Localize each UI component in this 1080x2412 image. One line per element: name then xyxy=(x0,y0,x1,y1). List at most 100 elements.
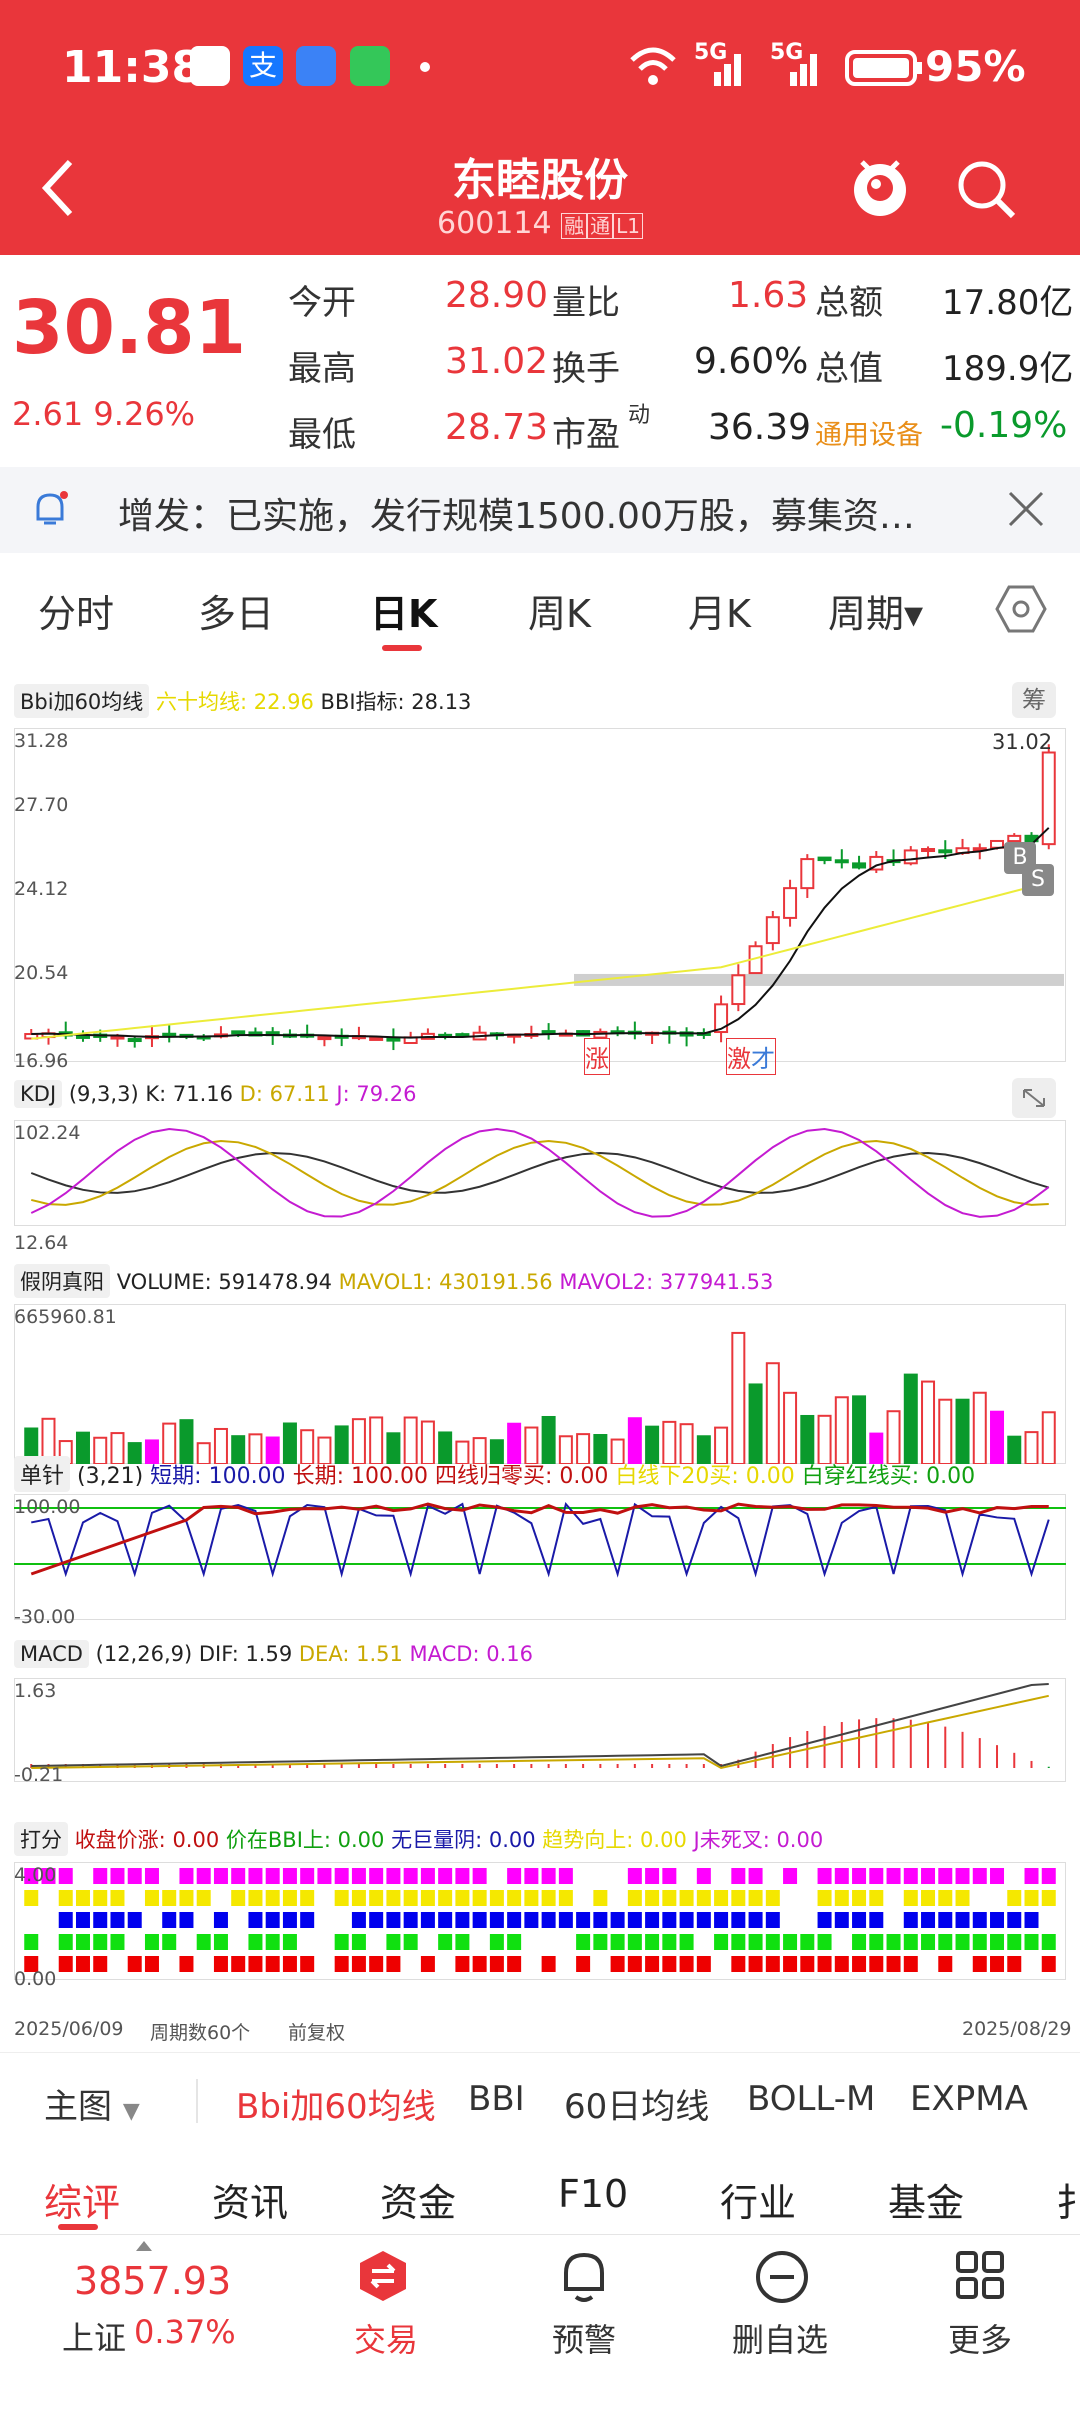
kdj-header: KDJ (9,3,3) K: 71.16 D: 67.11 J: 79.26 xyxy=(14,1080,416,1108)
main-tab-ma60[interactable]: 60日均线 xyxy=(564,2087,710,2127)
tmall-icon xyxy=(296,46,336,86)
score-block xyxy=(300,1868,315,1884)
sec-tab-f10[interactable]: F10 xyxy=(558,2172,629,2216)
expand-icon[interactable] xyxy=(1012,1078,1056,1118)
score-block xyxy=(869,1890,884,1906)
turnover-label: 换手 xyxy=(552,349,620,389)
candle-body xyxy=(369,1036,384,1041)
limit-up-tag[interactable]: 涨 xyxy=(584,1038,610,1075)
candlestick-chart[interactable] xyxy=(14,728,1066,1062)
resistance-band xyxy=(574,973,1064,986)
score-block xyxy=(386,1956,401,1972)
candle-body xyxy=(938,849,953,854)
tab-monthly-k[interactable]: 月K xyxy=(688,592,751,636)
panel-frame xyxy=(14,1862,1066,1980)
nav-alert[interactable]: 预警 xyxy=(552,2321,617,2359)
nav-more[interactable]: 更多 xyxy=(948,2321,1013,2359)
nav-trade[interactable]: 交易 xyxy=(354,2321,419,2359)
score-block xyxy=(58,1956,73,1972)
score-block xyxy=(541,1956,556,1972)
tab-intraday[interactable]: 分时 xyxy=(38,592,115,636)
score-block xyxy=(420,1956,435,1972)
score-block xyxy=(93,1912,108,1928)
needle-select[interactable]: 单针 xyxy=(14,1456,71,1492)
main-tabs-head[interactable]: 主图 ▼ xyxy=(44,2079,140,2128)
candle-body xyxy=(731,974,746,1006)
needle-params: (3,21) xyxy=(77,1464,144,1489)
amount-value: 17.80亿 xyxy=(942,283,1074,323)
back-icon[interactable] xyxy=(38,158,78,218)
kdj-select[interactable]: KDJ xyxy=(14,1080,63,1108)
signal-icon-2 xyxy=(790,54,817,86)
score-block xyxy=(489,1956,504,1972)
notice-bar[interactable]: 增发：已实施，发行规模1500.00万股，募集资… xyxy=(0,467,1080,553)
macd-chart[interactable] xyxy=(14,1678,1066,1782)
chart-area[interactable]: Bbi加60均线 六十均线: 22.96 BBI指标: 28.13 筹 31.2… xyxy=(0,668,1080,2048)
chevron-down-icon: ▼ xyxy=(122,2099,140,2124)
score-block xyxy=(489,1934,504,1950)
active-tag-label: 激 xyxy=(727,1045,751,1073)
sec-tab-funds[interactable]: 资金 xyxy=(380,2181,457,2225)
tab-period[interactable]: 周期▾ xyxy=(828,592,924,636)
tab-daily-k[interactable]: 日K xyxy=(370,592,438,636)
sec-tab-overview[interactable]: 综评 xyxy=(44,2181,121,2225)
sector-name[interactable]: 通用设备 xyxy=(815,420,923,451)
index-value[interactable]: 3857.93 xyxy=(74,2259,232,2303)
ma60-label: 六十均线: 22.96 xyxy=(155,690,314,714)
alert-bell-icon xyxy=(564,2252,604,2302)
main-tab-bbi60[interactable]: Bbi加60均线 xyxy=(236,2087,436,2127)
macd-macd: MACD: 0.16 xyxy=(409,1642,533,1666)
high-value: 31.02 xyxy=(445,341,549,382)
sec-tab-more[interactable]: 扌 xyxy=(1056,2181,1080,2225)
ma60-line xyxy=(31,881,1050,1040)
main-indicator-select[interactable]: Bbi加60均线 xyxy=(14,684,150,718)
score-select[interactable]: 打分 xyxy=(14,1822,68,1856)
search-icon[interactable] xyxy=(955,158,1019,222)
volume-select[interactable]: 假阴真阳 xyxy=(14,1264,110,1298)
close-icon[interactable] xyxy=(1006,489,1046,529)
high-mark: 31.02 xyxy=(992,730,1053,754)
score-y-bot: 0.00 xyxy=(14,1968,57,1990)
volume-chart[interactable] xyxy=(14,1304,1066,1464)
score-block xyxy=(438,1868,453,1884)
score-block xyxy=(144,1956,159,1972)
sell-signal-tag[interactable]: S xyxy=(1022,864,1054,896)
main-tab-expma[interactable]: EXPMA xyxy=(910,2079,1028,2119)
score-block xyxy=(817,1868,832,1884)
active-tag[interactable]: 激才 xyxy=(726,1038,776,1075)
score-block xyxy=(938,1868,953,1884)
volume-bar xyxy=(93,1436,108,1464)
volume-bar xyxy=(765,1362,780,1464)
adjust-mode: 前复权 xyxy=(288,2022,346,2044)
needle-short: 短期: 100.00 xyxy=(150,1464,286,1489)
kdj-chart[interactable] xyxy=(14,1120,1066,1226)
score-block xyxy=(127,1956,142,1972)
score-block xyxy=(386,1912,401,1928)
score-block xyxy=(714,1934,729,1950)
main-tab-bbi[interactable]: BBI xyxy=(468,2079,525,2119)
chip-distribution-button[interactable]: 筹 xyxy=(1012,682,1056,718)
tab-multiday[interactable]: 多日 xyxy=(198,592,275,636)
bell-notice-icon xyxy=(36,491,68,525)
settings-hex-icon[interactable] xyxy=(995,583,1047,635)
main-tab-boll[interactable]: BOLL-M xyxy=(747,2079,876,2119)
volume-bar xyxy=(127,1442,142,1464)
sec-tab-fund[interactable]: 基金 xyxy=(888,2181,965,2225)
sec-tab-news[interactable]: 资讯 xyxy=(212,2181,289,2225)
volume-bar xyxy=(662,1420,677,1464)
score-chart[interactable] xyxy=(14,1862,1066,1980)
score-block xyxy=(679,1890,694,1906)
sec-tab-industry[interactable]: 行业 xyxy=(720,2181,797,2225)
dif-line xyxy=(31,1683,1049,1768)
candle-body xyxy=(75,1034,90,1039)
volume-bar xyxy=(869,1432,884,1464)
tab-weekly-k[interactable]: 周K xyxy=(528,592,591,636)
macd-select[interactable]: MACD xyxy=(14,1640,89,1668)
volume-bar xyxy=(317,1436,332,1464)
needle-chart[interactable] xyxy=(14,1494,1066,1620)
nav-remove[interactable]: 删自选 xyxy=(732,2321,829,2359)
score-block xyxy=(1007,1934,1022,1950)
connect-badge: 通 xyxy=(587,213,614,239)
score-block xyxy=(386,1934,401,1950)
mascot-icon[interactable] xyxy=(848,150,912,224)
